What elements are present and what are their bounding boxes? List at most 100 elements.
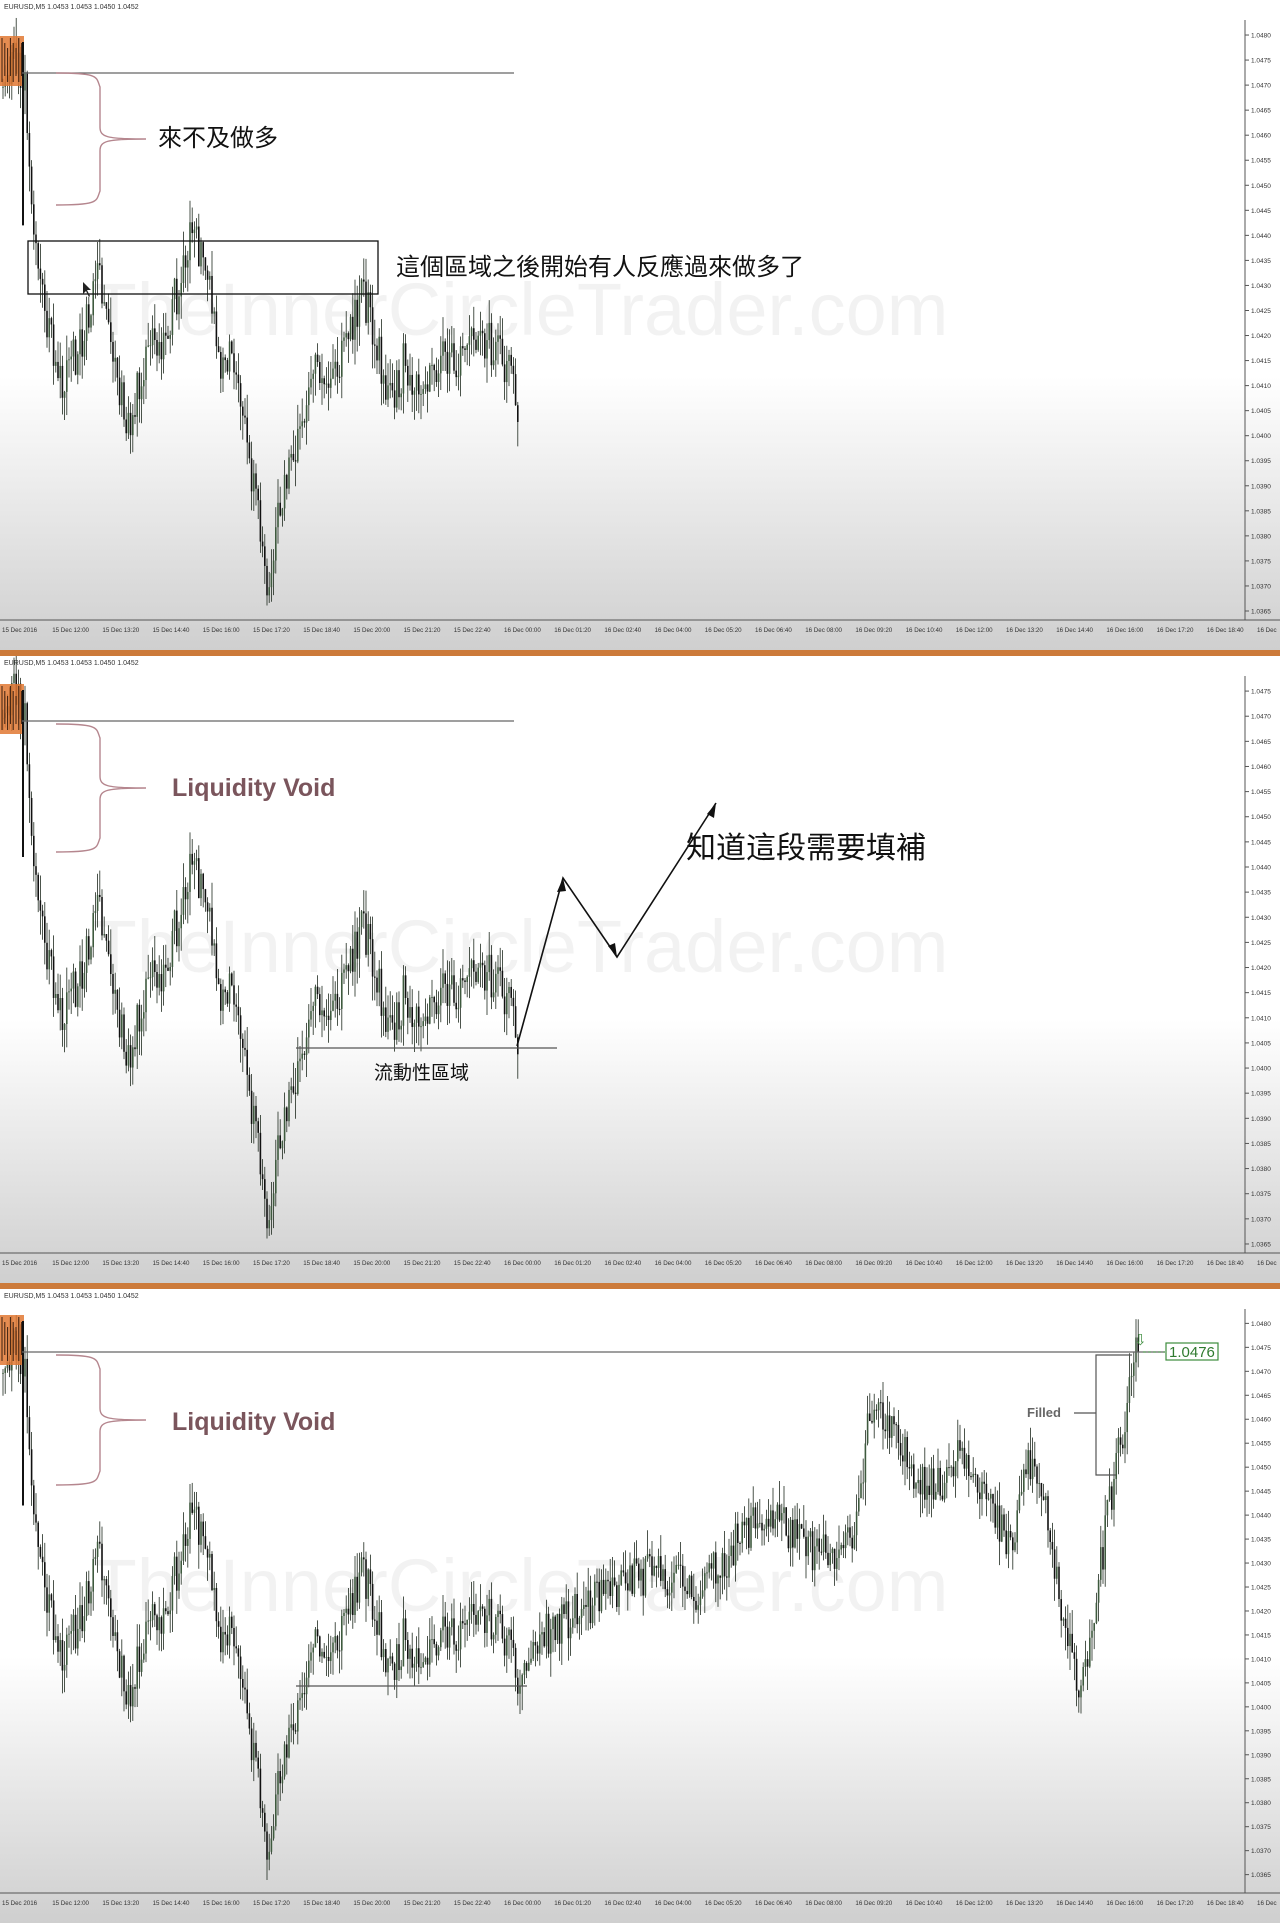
candle-body [345,333,347,338]
candle-body [464,980,466,982]
candle-body [1018,1494,1021,1511]
x-tick-label: 16 Dec 16:00 [1106,627,1143,634]
y-tick-label: 1.0385 [1251,508,1271,515]
candle-body [473,1603,475,1615]
candle-body [567,1601,570,1639]
annotation-text: Liquidity Void [172,774,335,802]
y-tick-label: 1.0415 [1251,358,1271,365]
candle-body [88,936,90,960]
candle-body [655,1565,658,1568]
candle-body [820,1551,823,1553]
candle-body [228,973,231,1004]
x-tick-label: 16 Dec 01:20 [554,1900,591,1907]
x-tick-label: 16 Dec 04:00 [655,1900,692,1907]
candle-body [233,985,235,1005]
candle-body [261,541,264,547]
candle-body [151,1604,154,1621]
candle-body [1097,1579,1100,1603]
candle-body [28,764,31,798]
candle-body [39,268,42,279]
candle-body [466,344,468,350]
candle-body [171,299,174,335]
candle-body [558,1613,561,1644]
y-tick-label: 1.0400 [1251,1704,1271,1711]
candle-body [165,332,167,336]
candle-body [235,1004,237,1007]
candle-body [110,954,112,974]
candle-body [545,1613,548,1647]
candle-body [726,1576,728,1578]
candle-body [55,1636,57,1640]
candle-body [407,365,409,386]
candle-body [1034,1458,1036,1467]
y-tick-label: 1.0365 [1251,1872,1271,1879]
candle-body [255,1742,257,1758]
candle-body [39,900,42,911]
candle-body [477,335,479,350]
candle-body [158,341,160,356]
candle-body [178,928,180,947]
candle-body [193,1509,196,1513]
candle-body [671,1582,673,1593]
candle-body [222,357,224,379]
candle-body [459,978,462,1008]
candle-body [195,858,198,862]
candle-body [127,1045,130,1066]
candle-body [642,1568,644,1596]
candle-body [455,1644,457,1651]
candle-body [363,1557,365,1560]
candle-body [283,1744,286,1777]
x-tick-label: 16 Dec 17:20 [1157,1900,1194,1907]
candle-body [858,1498,860,1512]
candle-body [376,1620,378,1635]
candle-body [563,1604,565,1615]
candle-body [396,1002,398,1040]
candle-body [475,339,477,350]
candle-body [585,1604,587,1607]
candle-body [176,1556,178,1591]
candle-body [74,1614,77,1649]
annotation-brace [55,1354,147,1486]
candle-body [52,956,55,998]
candle-body [239,1656,242,1680]
candle-body [442,1616,444,1631]
candle-body [1082,1666,1084,1686]
candle-body [101,1543,103,1581]
candle-body [149,345,152,347]
candle-body [156,340,158,356]
candle-body [224,357,226,361]
candle-body [501,970,504,997]
candle-body [525,1663,528,1671]
candle-body [63,1664,66,1671]
y-tick-label: 1.0455 [1251,158,1271,165]
candle-body [393,1663,396,1680]
candle-body [739,1542,741,1544]
watermark: TheInnerCircleTrader.com [92,1544,949,1627]
candle-body [171,1576,174,1611]
y-tick-label: 1.0420 [1251,1608,1271,1615]
candle-body [664,1569,666,1590]
candle-body [948,1467,950,1469]
x-tick-label: 15 Dec 17:20 [253,1260,290,1267]
candle-body [838,1549,840,1559]
y-tick-label: 1.0430 [1251,1561,1271,1568]
candle-body [486,972,488,991]
candle-body [492,360,495,366]
candle-body [387,1658,389,1673]
candle-body [979,1492,981,1500]
candle-body [202,873,204,890]
y-tick-label: 1.0405 [1251,1040,1271,1047]
candle-body [46,942,48,970]
candle-body [468,1611,471,1620]
candle-body [1093,1623,1095,1631]
candle-body [1084,1659,1087,1667]
candle-body [277,502,279,528]
candle-body [37,1522,39,1547]
candle-body [833,1548,836,1569]
candle-body [371,1583,374,1620]
candle-body [886,1415,889,1432]
candle-body [479,330,482,336]
candle-body [459,1621,462,1650]
annotation-text: 這個區域之後開始有人反應過來做多了 [396,254,804,281]
candle-body [279,502,281,516]
